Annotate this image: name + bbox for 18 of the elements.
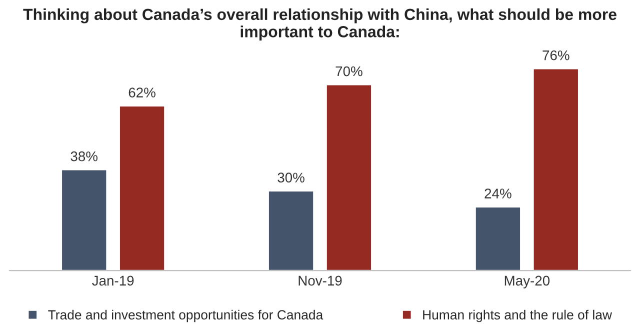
legend-label: Human rights and the rule of law (423, 310, 612, 322)
bar (118, 105, 166, 271)
bar (532, 68, 580, 271)
bar (474, 206, 522, 271)
data-label: 38% (70, 151, 98, 162)
bar (268, 190, 314, 271)
chart-title: Thinking about Canada’s overall relationship with China, what should be more important to Canada: (23, 8, 616, 41)
x-tick-label: May-20 (504, 276, 550, 288)
data-label: 24% (484, 188, 512, 198)
data-label: 30% (278, 172, 304, 183)
data-label: 76% (542, 50, 570, 60)
x-tick-label: Jan-19 (92, 276, 134, 286)
data-label: 70% (336, 66, 362, 76)
legend-label: Trade and investment opportunities for Canada (48, 310, 324, 322)
data-label: 62% (128, 88, 156, 98)
bar (60, 168, 108, 271)
x-tick-label: Nov-19 (298, 276, 342, 286)
bar (326, 84, 372, 271)
